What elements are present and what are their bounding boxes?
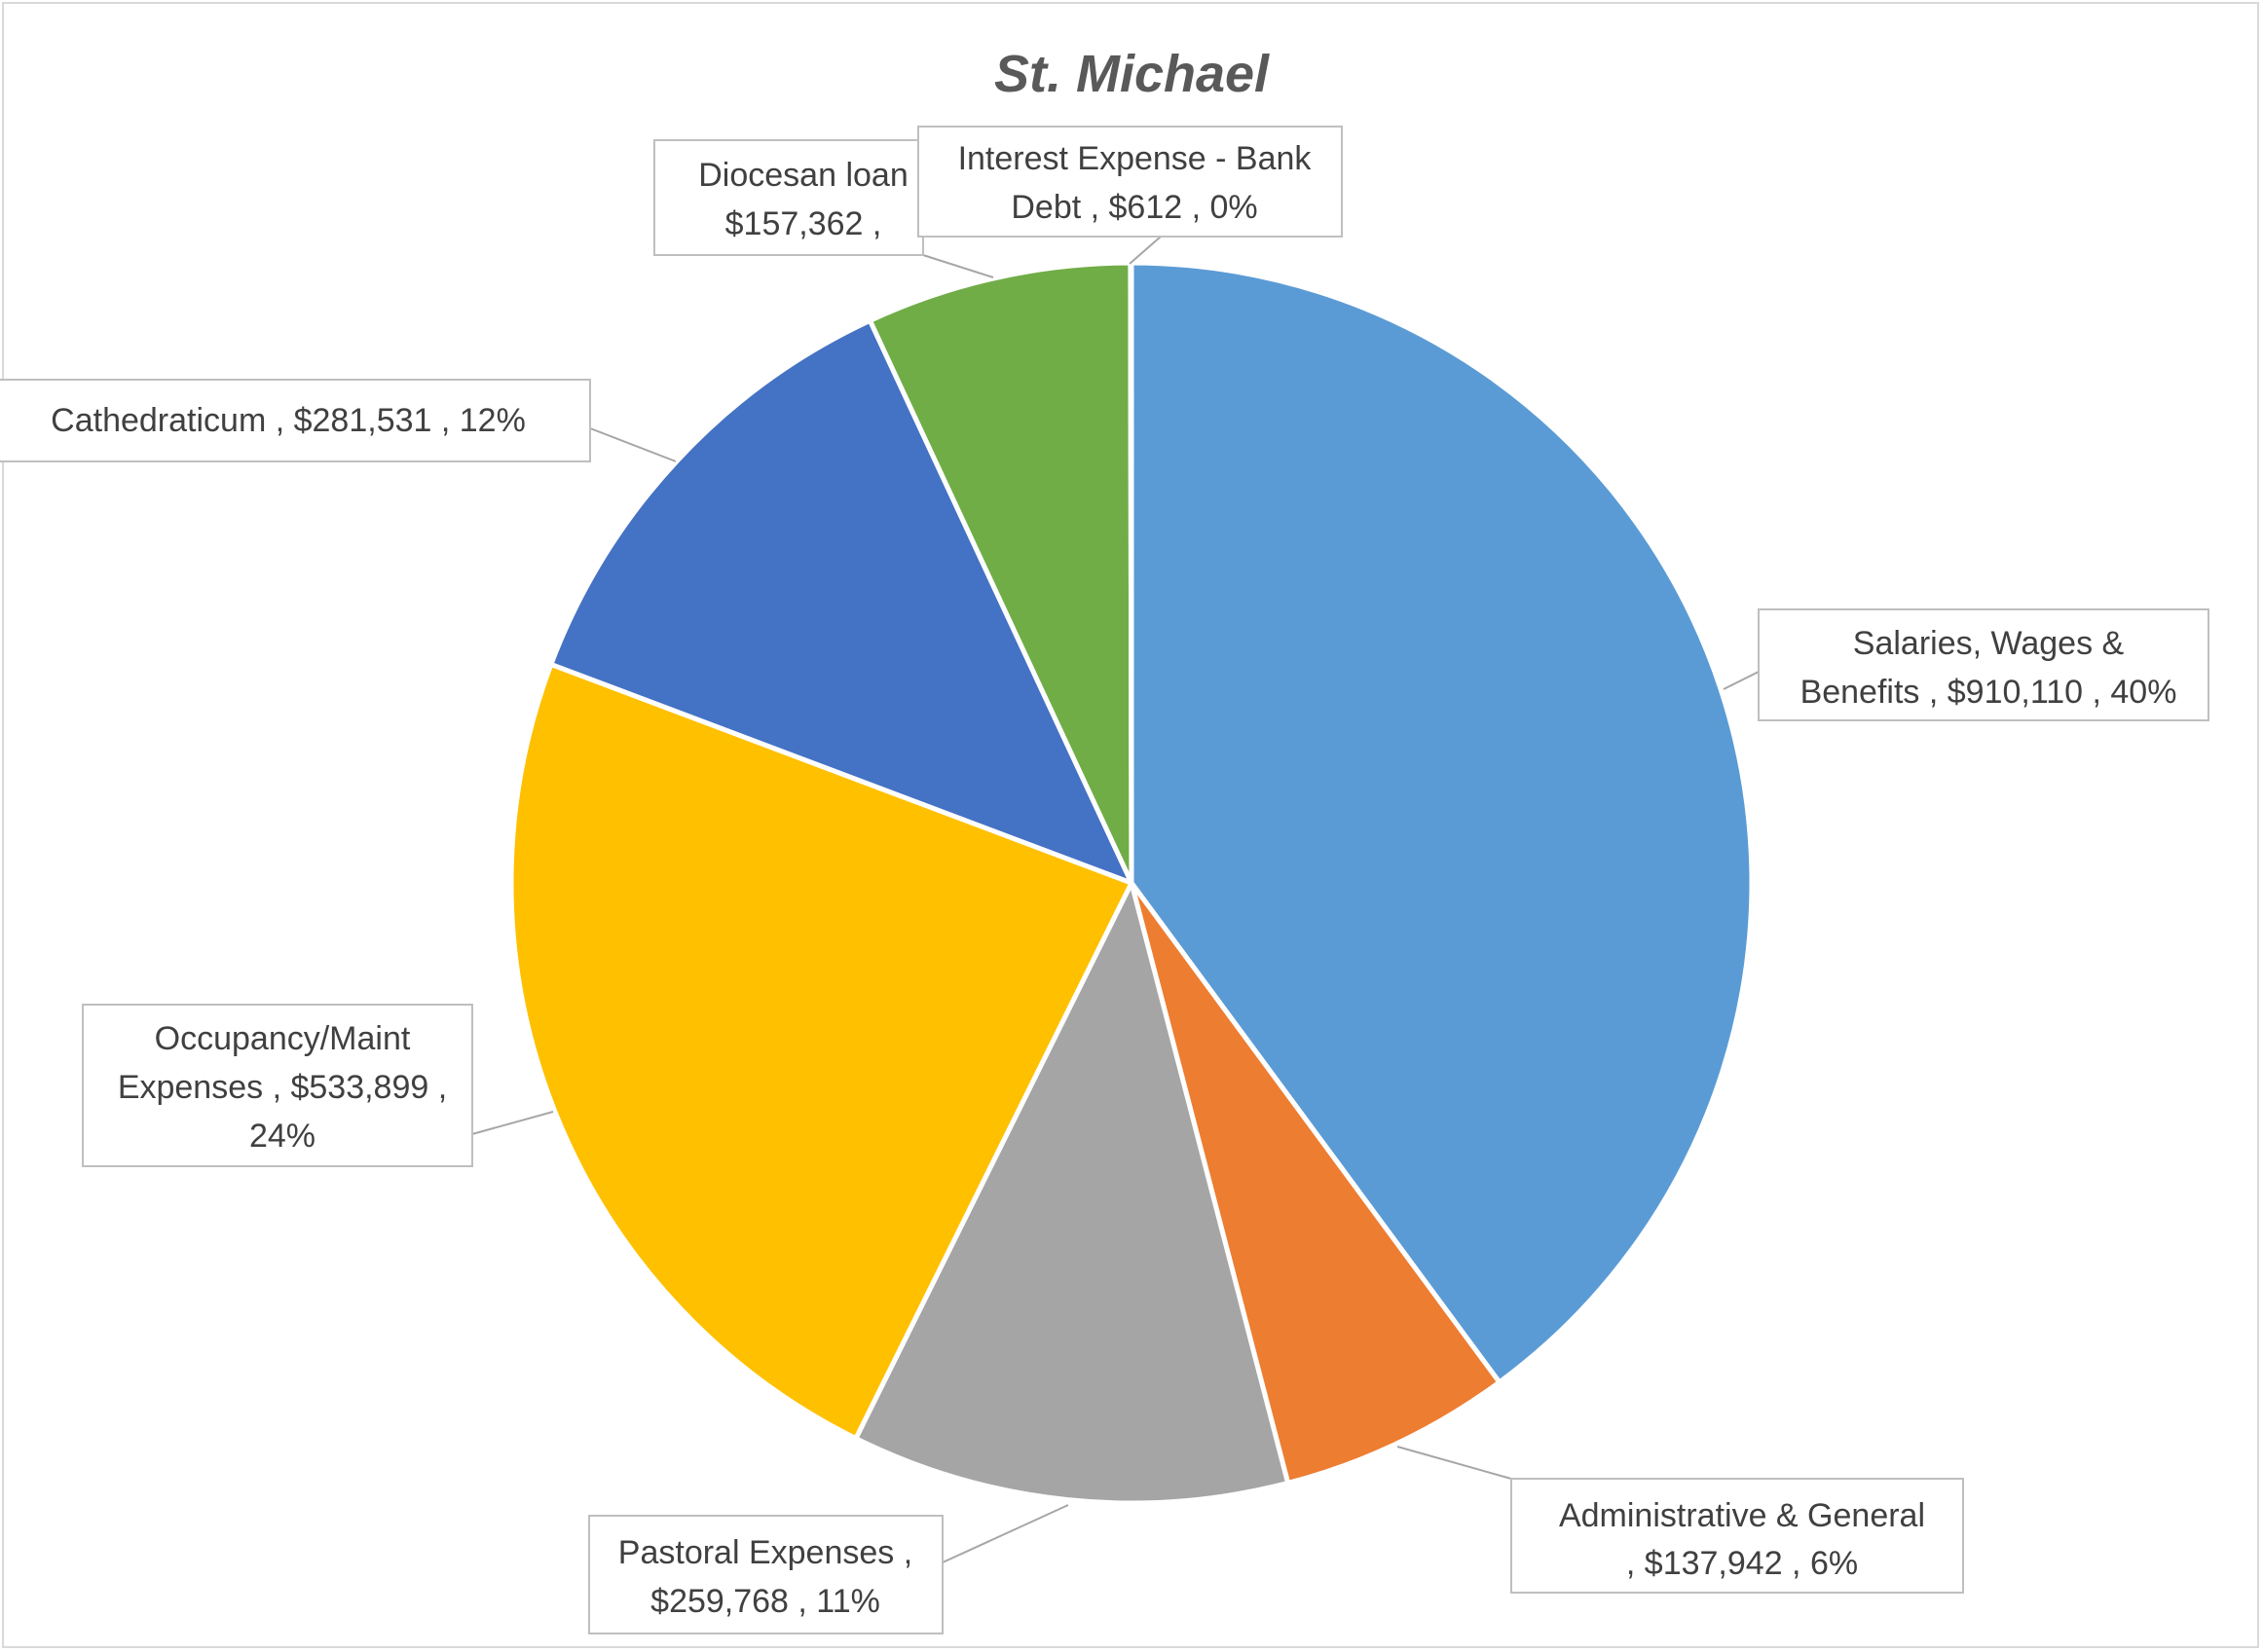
data-label-box [1510,1478,1964,1594]
data-label-box [1758,608,2209,721]
data-label-text: Cathedraticum , $281,531 , 12% [51,402,526,439]
data-label-text: Pastoral Expenses , [618,1534,912,1571]
leader-line [1723,671,1760,690]
leader-line [1396,1446,1512,1480]
data-label-box [653,139,924,256]
leader-line [471,1111,554,1135]
data-label-text: Debt , $612 , 0% [1011,189,1257,226]
pie-slice-administrative-general [1129,880,1502,1486]
chart-title: St. Michael [994,45,1270,103]
data-label-box [917,126,1343,238]
data-label-text: , $137,942 , 6% [1626,1545,1858,1582]
data-label-text: Salaries, Wages & [1853,625,2125,662]
leader-line [589,427,677,462]
pie-slice-occupancy-maint-expenses [508,661,1134,1442]
data-label-text: Administrative & General [1559,1497,1925,1534]
leader-line [942,1504,1069,1563]
data-label-box [82,1004,473,1167]
data-label-text: $157,362 , [725,205,882,242]
data-label-text: Occupancy/Maint [155,1020,411,1057]
leader-line [922,254,994,278]
data-label-text: Interest Expense - Bank [958,140,1313,177]
pie-slice-diocesan-loan [867,260,1134,886]
data-label-text: Expenses , $533,899 , [118,1069,447,1106]
leader-line [1129,236,1162,265]
pie-slice-pastoral-expenses [853,880,1291,1506]
data-label-text: Benefits , $910,110 , 40% [1800,674,2177,711]
pie-slice-salaries-wages-benefits [1129,260,1755,1385]
pie-slice-interest-expense-bank-debt [1128,260,1134,886]
data-label-box [588,1515,944,1634]
data-label-text: 24% [249,1118,315,1155]
data-label-text: Diocesan loan [698,157,908,194]
data-label-box [0,379,591,462]
pie-slice-cathedraticum [548,317,1134,886]
data-label-text: $259,768 , 11% [650,1583,880,1620]
